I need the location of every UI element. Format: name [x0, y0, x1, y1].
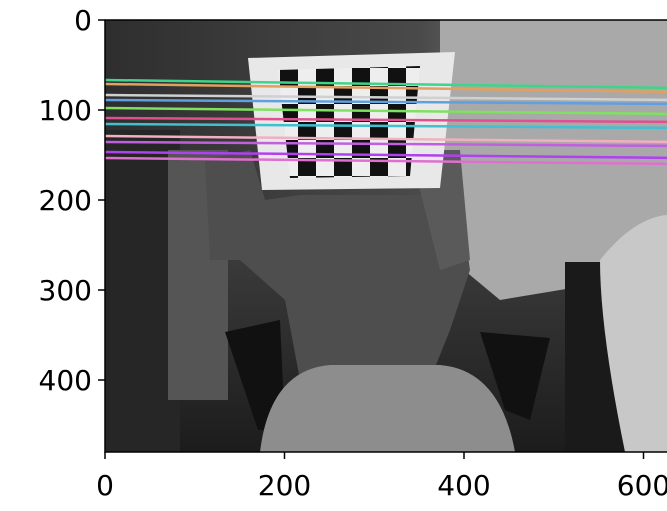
- y-tick-label: 0: [74, 4, 92, 37]
- x-tick-label: 0: [96, 469, 114, 502]
- y-tick-label: 200: [39, 184, 92, 217]
- page: {"chart_data": {"type": "image", "xlim":…: [0, 0, 667, 511]
- y-tick-label: 400: [39, 364, 92, 397]
- x-tick-label: 200: [258, 469, 311, 502]
- x-tick-label: 400: [437, 469, 490, 502]
- x-tick-label: 600: [617, 469, 667, 502]
- chart: 0 100 200 300 400 0 200 400 600: [0, 0, 667, 511]
- image: [105, 20, 667, 452]
- y-tick-label: 300: [39, 274, 92, 307]
- y-tick-label: 100: [39, 94, 92, 127]
